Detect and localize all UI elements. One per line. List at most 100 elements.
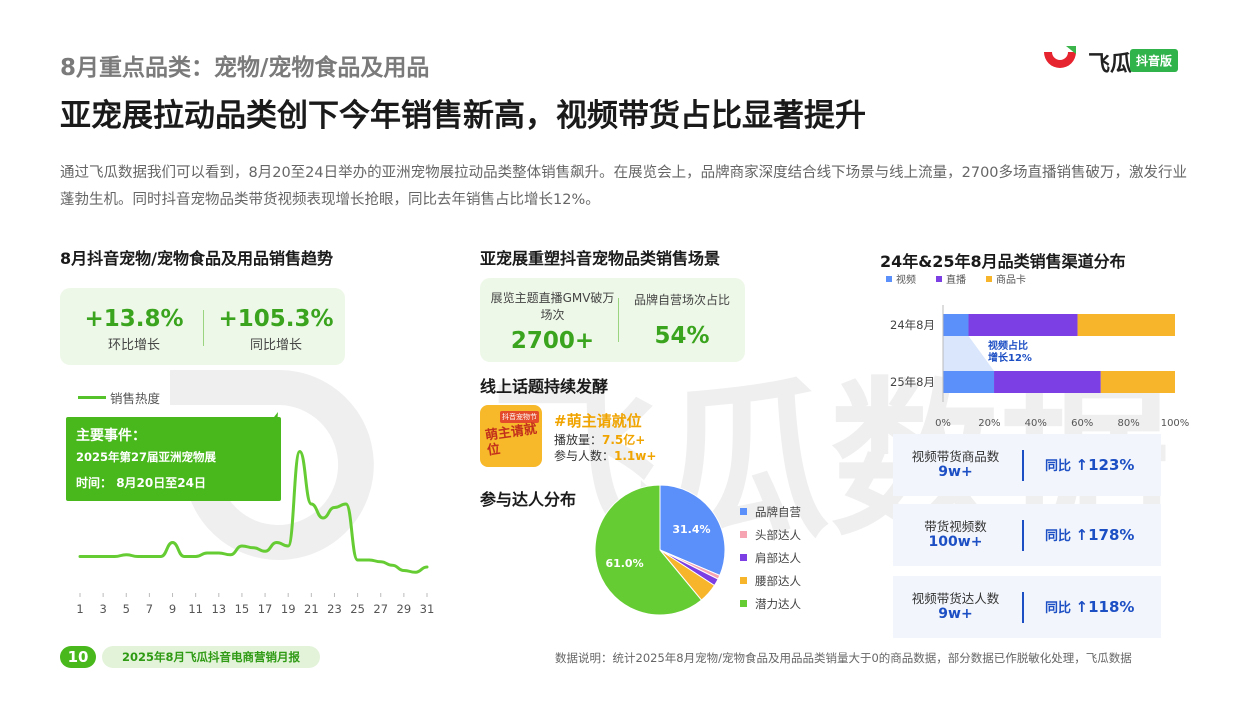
- bar-legend-swatch: [886, 276, 892, 282]
- growth-label: 同比: [1045, 601, 1072, 616]
- growth-value: 123%: [1088, 456, 1135, 474]
- logo-badge: 抖音版: [1130, 49, 1179, 72]
- scene-stat-box: 展览主题直播GMV破万场次 2700+ 品牌自营场次占比 54%: [480, 278, 745, 362]
- legend-swatch: [740, 600, 747, 607]
- x-tick-label: 23: [327, 602, 342, 616]
- bar-segment: [968, 314, 1078, 336]
- x-tick-label: 13: [211, 602, 226, 616]
- trend-stat-box: +13.8% 环比增长 +105.3% 同比增长: [60, 288, 345, 365]
- stat-divider: [1022, 520, 1024, 551]
- mom-stat: +13.8% 环比增长: [64, 306, 204, 353]
- stat-video-products-growth: 同比 ↑123%: [1045, 455, 1134, 474]
- self-run-stat: 品牌自营场次占比 54%: [626, 292, 738, 349]
- gmv-label: 展览主题直播GMV破万场次: [490, 291, 615, 322]
- yoy-stat: +105.3% 同比增长: [206, 306, 346, 353]
- page-kicker: 8月重点品类：宠物/宠物食品及用品: [60, 55, 430, 81]
- pie-slice-label: 31.4%: [672, 523, 710, 536]
- stat-videos: 带货视频数 100w+ 同比 ↑178%: [893, 504, 1161, 566]
- bar-segment: [1077, 314, 1175, 336]
- x-tick-label: 25: [350, 602, 365, 616]
- x-tick-label: 11: [188, 602, 203, 616]
- stat-videos-growth: 同比 ↑178%: [1045, 525, 1134, 544]
- yoy-label: 同比增长: [249, 338, 302, 353]
- bar-segment: [994, 371, 1101, 393]
- legend-label: 肩部达人: [755, 550, 801, 565]
- legend-swatch: [740, 577, 747, 584]
- topic-cover-image: 抖音宠物节 萌主请就位: [480, 405, 542, 467]
- growth-label: 同比: [1045, 529, 1072, 544]
- feigua-logo-icon: [1044, 46, 1076, 68]
- x-tick-label: 1: [76, 602, 83, 616]
- x-tick-label: 80%: [1117, 418, 1139, 429]
- callout-title: 主要事件：: [76, 428, 146, 444]
- mom-value: +13.8%: [84, 306, 184, 332]
- report-name: 2025年8月飞瓜抖音电商营销月报: [102, 646, 320, 668]
- legend-label: 品牌自营: [755, 504, 801, 519]
- arrow-up-icon: ↑: [1075, 598, 1089, 616]
- stat-divider: [1022, 592, 1024, 623]
- stat-video-creators-growth: 同比 ↑118%: [1045, 597, 1134, 616]
- scene-title: 亚宠展重塑抖音宠物品类销售场景: [480, 249, 721, 268]
- arrow-up-icon: ↑: [1075, 526, 1089, 544]
- pie-legend-item: 品牌自营: [740, 500, 801, 523]
- stat-video-products-value: 9w+: [938, 464, 973, 480]
- bar-category-label: 25年8月: [890, 375, 935, 389]
- topic-name: #萌主请就位: [554, 412, 642, 430]
- pie-legend-item: 潜力达人: [740, 592, 801, 615]
- bar-legend-label: 商品卡: [996, 273, 1026, 286]
- stat-video-products: 视频带货商品数 9w+ 同比 ↑123%: [893, 434, 1161, 496]
- x-tick-label: 0%: [935, 418, 951, 429]
- x-tick-label: 17: [258, 602, 273, 616]
- x-tick-label: 5: [123, 602, 130, 616]
- channel-title: 24年&25年8月品类销售渠道分布: [880, 252, 1126, 271]
- bar-legend-swatch: [986, 276, 992, 282]
- x-tick-label: 15: [235, 602, 250, 616]
- x-tick-label: 29: [397, 602, 412, 616]
- growth-value: 118%: [1088, 598, 1135, 616]
- growth-label: 同比: [1045, 459, 1072, 474]
- x-tick-label: 7: [146, 602, 153, 616]
- gmv-stat: 展览主题直播GMV破万场次 2700+: [490, 290, 615, 354]
- topic-people-value: 1.1w+: [614, 449, 657, 463]
- x-tick-label: 31: [420, 602, 435, 616]
- legend-label: 头部达人: [755, 527, 801, 542]
- legend-label: 腰部达人: [755, 573, 801, 588]
- stat-video-creators: 视频带货达人数 9w+ 同比 ↑118%: [893, 576, 1161, 638]
- page-description: 通过飞瓜数据我们可以看到，8月20至24日举办的亚洲宠物展拉动品类整体销售飙升。…: [60, 165, 1188, 208]
- influencer-pie-chart: 31.4% 61.0%: [594, 484, 726, 616]
- bar-category-label: 24年8月: [890, 318, 935, 332]
- topic-cover-text: 萌主请就位: [484, 421, 538, 459]
- mid-divider: [618, 298, 619, 342]
- pie-legend-item: 头部达人: [740, 523, 801, 546]
- topic-plays: 播放量：7.5亿+: [554, 431, 645, 448]
- video-share-annotation: 增长12%: [988, 351, 1032, 364]
- x-tick-label: 27: [373, 602, 388, 616]
- callout-event: 2025年第27届亚洲宠物展: [76, 450, 217, 464]
- video-share-annotation: 视频占比: [988, 339, 1028, 352]
- x-tick-label: 20%: [978, 418, 1000, 429]
- event-callout: 主要事件： 2025年第27届亚洲宠物展 时间： 8月20日至24日: [66, 417, 281, 501]
- x-tick-label: 3: [99, 602, 106, 616]
- feigua-logo: 飞瓜 抖音版: [1040, 44, 1190, 77]
- stat-videos-value: 100w+: [928, 534, 983, 550]
- bar-segment: [943, 371, 995, 393]
- channel-stacked-bar-chart: 视频 直播 商品卡 24年8月 25年8月 0% 20% 40% 60% 80% 100% 视频占比增…: [886, 273, 1189, 429]
- stat-video-creators-value: 9w+: [938, 606, 973, 622]
- stat-video-products-label: 视频带货商品数: [911, 449, 1000, 464]
- legend-swatch: [740, 508, 747, 515]
- stat-divider: [1022, 450, 1024, 481]
- x-tick-label: 21: [304, 602, 319, 616]
- arrow-up-icon: ↑: [1075, 456, 1089, 474]
- growth-value: 178%: [1088, 526, 1135, 544]
- pie-slice-label: 61.0%: [605, 557, 643, 570]
- topic-cover-tag: 抖音宠物节: [500, 411, 539, 423]
- topic-plays-value: 7.5亿+: [602, 433, 646, 447]
- series-line: [78, 449, 429, 574]
- legend-swatch: [740, 531, 747, 538]
- bar-legend-label: 直播: [946, 273, 966, 286]
- page-number: 10: [60, 646, 96, 668]
- gmv-value: 2700+: [510, 328, 595, 354]
- self-run-value: 54%: [654, 323, 710, 349]
- x-tick-label: 40%: [1025, 418, 1047, 429]
- bar-legend-label: 视频: [896, 273, 916, 286]
